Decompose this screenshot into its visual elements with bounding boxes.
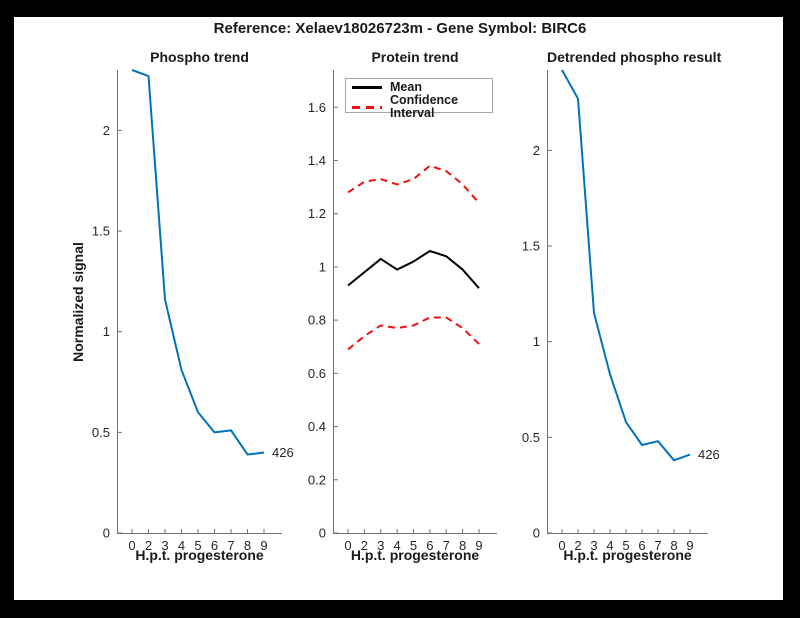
svg-text:4: 4 [178,538,185,553]
subplot-title-phospho-trend: Phospho trend [150,49,249,65]
svg-text:9: 9 [260,538,267,553]
endpoint-annotation: 426 [698,447,720,462]
svg-text:1.5: 1.5 [522,239,540,254]
svg-text:0: 0 [344,538,351,553]
series-line-mean [347,249,480,289]
svg-text:0.8: 0.8 [308,313,326,328]
svg-text:8: 8 [459,538,466,553]
svg-text:2: 2 [103,123,110,138]
svg-text:5: 5 [194,538,201,553]
svg-text:7: 7 [443,538,450,553]
svg-text:5: 5 [410,538,417,553]
subplot-title-detrended-phospho: Detrended phospho result [547,49,722,65]
svg-text:0: 0 [319,526,326,541]
svg-text:9: 9 [686,538,693,553]
svg-text:1.5: 1.5 [92,224,110,239]
svg-text:1.4: 1.4 [308,153,326,168]
series-line-confidence-interval-upper [347,164,480,204]
svg-text:1.6: 1.6 [308,100,326,115]
svg-text:6: 6 [426,538,433,553]
x-axis-label-right: H.p.t. progesterone [563,547,692,563]
series-line-confidence-interval-lower [347,316,480,351]
svg-text:2: 2 [574,538,581,553]
svg-text:3: 3 [161,538,168,553]
svg-text:6: 6 [638,538,645,553]
svg-text:1: 1 [103,324,110,339]
svg-text:0.2: 0.2 [308,472,326,487]
axes-1: 0 2 3 4 5 6 7 8 900.20.40.60.811.21.41.6 [308,70,497,553]
svg-text:2: 2 [145,538,152,553]
legend-item-confidence-interval: Confidence Interval [352,94,486,120]
figure-title: Reference: Xelaev18026723m - Gene Symbol… [213,20,587,37]
series-line-phospho-signal [131,69,265,456]
svg-text:5: 5 [622,538,629,553]
svg-text:0: 0 [103,526,110,541]
svg-text:1: 1 [319,259,326,274]
svg-text:8: 8 [670,538,677,553]
svg-text:0: 0 [128,538,135,553]
x-axis-label-left: H.p.t. progesterone [135,547,264,563]
figure-canvas [14,17,783,600]
svg-text:4: 4 [606,538,613,553]
x-axis-label-middle: H.p.t. progesterone [350,547,480,563]
subplot-title-protein-trend: Protein trend [371,49,459,65]
legend-item-mean: Mean [352,81,486,94]
svg-text:6: 6 [211,538,218,553]
svg-text:7: 7 [654,538,661,553]
series-line-detrended-phospho-signal [561,69,691,462]
svg-text:4: 4 [394,538,401,553]
mean-line-sample [352,86,382,89]
svg-text:2: 2 [361,538,368,553]
svg-text:3: 3 [590,538,597,553]
svg-text:9: 9 [475,538,482,553]
endpoint-annotation: 426 [272,445,294,460]
svg-text:0: 0 [558,538,565,553]
legend-box: Mean Confidence Interval [345,78,493,120]
svg-text:8: 8 [244,538,251,553]
legend-label-confidence-interval: Confidence Interval [390,93,459,120]
svg-text:0: 0 [533,526,540,541]
svg-text:7: 7 [227,538,234,553]
legend-label-mean: Mean [390,80,422,94]
svg-text:2: 2 [533,143,540,158]
svg-text:0.4: 0.4 [308,419,326,434]
svg-text:0.5: 0.5 [522,430,540,445]
svg-text:1.2: 1.2 [308,206,326,221]
svg-text:0.6: 0.6 [308,366,326,381]
svg-text:0.5: 0.5 [92,425,110,440]
svg-text:3: 3 [377,538,384,553]
confidence-interval-line-sample [352,105,382,109]
svg-text:1: 1 [533,334,540,349]
